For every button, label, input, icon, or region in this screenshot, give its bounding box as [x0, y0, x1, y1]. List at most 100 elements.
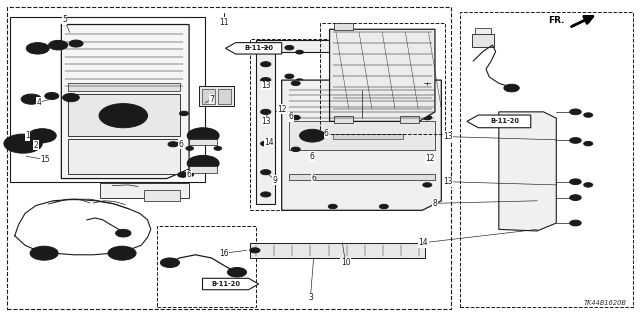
Circle shape	[328, 204, 337, 209]
Bar	[218, 89, 230, 104]
Circle shape	[570, 109, 581, 115]
Text: 8: 8	[433, 199, 437, 208]
Bar	[68, 94, 179, 136]
Circle shape	[285, 110, 294, 114]
Text: 13: 13	[443, 132, 452, 141]
Bar	[250, 39, 342, 210]
Bar	[334, 116, 353, 123]
Circle shape	[232, 270, 242, 275]
Circle shape	[186, 146, 193, 150]
Text: 6: 6	[309, 152, 314, 161]
Text: 15: 15	[42, 155, 52, 164]
Circle shape	[187, 128, 219, 144]
Circle shape	[26, 43, 49, 54]
Text: 6: 6	[179, 140, 183, 149]
Bar	[289, 122, 435, 150]
Circle shape	[194, 159, 212, 168]
Bar	[400, 116, 419, 123]
Text: 5: 5	[62, 15, 67, 24]
Circle shape	[165, 260, 175, 265]
Text: 1: 1	[25, 131, 30, 140]
Text: 16: 16	[220, 249, 229, 258]
Circle shape	[260, 141, 271, 146]
Bar	[289, 174, 435, 180]
Circle shape	[570, 137, 581, 143]
Circle shape	[260, 192, 271, 197]
Bar	[202, 89, 214, 104]
Text: B-11-20: B-11-20	[490, 118, 519, 124]
Circle shape	[260, 44, 271, 49]
Circle shape	[194, 131, 212, 140]
Circle shape	[291, 147, 300, 152]
Circle shape	[380, 204, 388, 209]
Circle shape	[214, 146, 221, 150]
Polygon shape	[499, 112, 556, 231]
Circle shape	[108, 246, 136, 260]
Text: 4: 4	[36, 98, 42, 107]
Circle shape	[504, 84, 519, 92]
Text: B-11-20: B-11-20	[211, 281, 240, 287]
Circle shape	[115, 249, 130, 257]
Bar	[157, 226, 256, 307]
Circle shape	[12, 138, 35, 149]
Text: 13: 13	[261, 81, 271, 90]
Circle shape	[291, 115, 300, 120]
Circle shape	[227, 268, 246, 277]
Circle shape	[177, 172, 188, 177]
Circle shape	[285, 46, 294, 50]
Text: 11: 11	[220, 19, 229, 27]
Text: 14: 14	[419, 238, 428, 247]
Circle shape	[109, 109, 138, 123]
Circle shape	[423, 81, 432, 85]
Circle shape	[99, 104, 148, 128]
Circle shape	[34, 131, 51, 140]
Bar	[334, 23, 353, 30]
Text: TK44B1620B: TK44B1620B	[584, 300, 627, 306]
Text: 13: 13	[443, 177, 452, 186]
Text: 14: 14	[264, 137, 274, 146]
Text: 6: 6	[311, 174, 316, 183]
Circle shape	[179, 111, 188, 116]
Bar	[475, 28, 491, 34]
Polygon shape	[256, 41, 333, 204]
Text: 6: 6	[187, 170, 191, 179]
Circle shape	[21, 94, 42, 104]
Circle shape	[300, 129, 325, 142]
Circle shape	[49, 41, 68, 50]
Circle shape	[570, 195, 581, 200]
Text: FR.: FR.	[548, 16, 564, 25]
Circle shape	[63, 93, 79, 102]
Text: 11: 11	[220, 18, 229, 27]
Bar	[100, 183, 189, 197]
Polygon shape	[225, 43, 282, 54]
Bar	[68, 139, 179, 174]
Circle shape	[116, 229, 131, 237]
Text: 12: 12	[277, 105, 287, 114]
Text: 12: 12	[425, 154, 435, 163]
Circle shape	[296, 79, 303, 83]
Circle shape	[28, 129, 56, 143]
Polygon shape	[330, 29, 435, 122]
Circle shape	[584, 183, 593, 187]
Circle shape	[36, 249, 52, 257]
Circle shape	[45, 93, 59, 100]
Circle shape	[187, 155, 219, 171]
Circle shape	[584, 113, 593, 117]
Circle shape	[161, 258, 179, 268]
Circle shape	[4, 134, 42, 153]
Polygon shape	[202, 278, 259, 290]
Circle shape	[291, 81, 300, 85]
Bar	[250, 243, 426, 258]
Text: 9: 9	[273, 176, 278, 185]
Circle shape	[570, 220, 581, 226]
Circle shape	[260, 170, 271, 175]
Bar	[189, 167, 217, 173]
Circle shape	[423, 115, 432, 120]
Bar	[472, 34, 494, 47]
Circle shape	[584, 141, 593, 146]
Text: 10: 10	[340, 258, 350, 267]
Bar	[198, 86, 234, 106]
Circle shape	[168, 142, 178, 147]
Bar	[189, 139, 217, 145]
Circle shape	[423, 183, 432, 187]
